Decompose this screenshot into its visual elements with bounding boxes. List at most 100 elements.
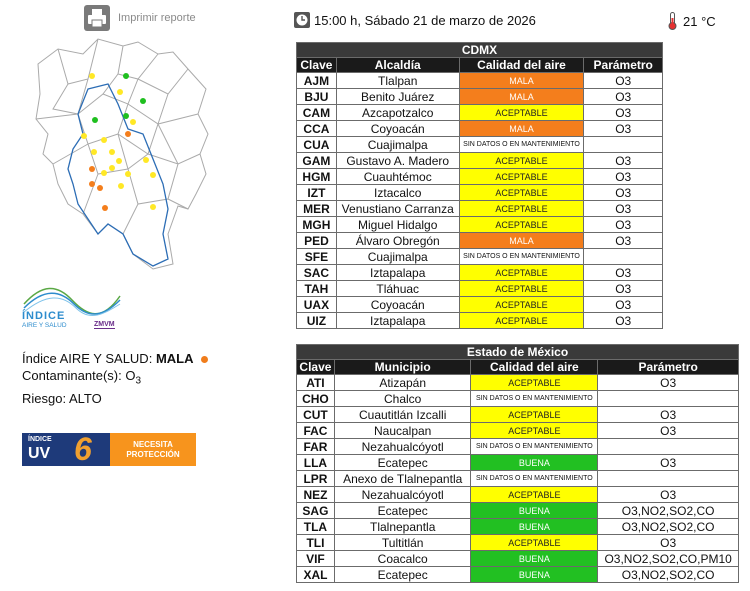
- column-header-calidad: Calidad del aire: [458, 57, 585, 73]
- table-row: TLI Tultitlán ACEPTABLE O3: [296, 534, 739, 551]
- station-location: Coacalco: [333, 550, 472, 567]
- pollutant-parameter: O3: [583, 72, 663, 89]
- column-header-clave: Clave: [296, 57, 337, 73]
- station-marker: [118, 183, 124, 189]
- air-quality-badge: ACEPTABLE: [458, 200, 585, 217]
- station-marker: [116, 158, 122, 164]
- pollutant-parameter: [597, 438, 739, 455]
- station-marker: [125, 131, 131, 137]
- pollutant-parameter: [583, 248, 663, 265]
- table-row: CAM Azcapotzalco ACEPTABLE O3: [296, 104, 663, 121]
- air-quality-badge: MALA: [458, 72, 585, 89]
- station-code: LLA: [296, 454, 335, 471]
- pollutant-parameter: O3: [597, 486, 739, 503]
- index-line: Índice AIRE Y SALUD: MALA: [22, 350, 209, 367]
- station-code: MGH: [296, 216, 337, 233]
- station-code: CAM: [296, 104, 337, 121]
- logo-brand: ZMVM: [94, 321, 115, 329]
- air-quality-badge: BUENA: [470, 454, 599, 471]
- station-code: ATI: [296, 374, 335, 391]
- station-location: Tláhuac: [335, 280, 460, 297]
- table-row: MGH Miguel Hidalgo ACEPTABLE O3: [296, 216, 663, 233]
- pollutant-parameter: O3: [583, 312, 663, 329]
- monitoring-stations-map[interactable]: [28, 34, 213, 274]
- table-row: LPR Anexo de Tlalnepantla SIN DATOS O EN M…: [296, 470, 739, 487]
- index-value: MALA: [155, 351, 194, 366]
- station-location: Iztapalapa: [335, 312, 460, 329]
- station-location: Ecatepec: [333, 454, 472, 471]
- station-code: NEZ: [296, 486, 335, 503]
- table-row: UAX Coyoacán ACEPTABLE O3: [296, 296, 663, 313]
- air-quality-badge: ACEPTABLE: [458, 296, 585, 313]
- air-quality-badge: SIN DATOS O EN MANTENIMIENTO: [458, 136, 585, 153]
- pollutant-parameter: O3: [583, 184, 663, 201]
- index-status-dot: [201, 356, 209, 364]
- cdmx-table-title: CDMX: [296, 42, 663, 58]
- uv-message-line2: PROTECCIÓN: [126, 449, 180, 459]
- pollutant-parameter: O3: [583, 104, 663, 121]
- station-location: Iztapalapa: [335, 264, 460, 281]
- pollutant-parameter: O3: [583, 120, 663, 137]
- pollutant-parameter: O3: [583, 88, 663, 105]
- station-location: Benito Juárez: [335, 88, 460, 105]
- table-row: TLA Tlalnepantla BUENA O3,NO2,SO2,CO: [296, 518, 739, 535]
- air-quality-badge: MALA: [458, 88, 585, 105]
- station-marker: [140, 98, 146, 104]
- station-marker: [109, 165, 115, 171]
- station-code: SFE: [296, 248, 337, 265]
- station-location: Tultitlán: [333, 534, 472, 551]
- cdmx-boundary: [67, 83, 169, 267]
- air-quality-badge: BUENA: [470, 502, 599, 519]
- column-header-municipio: Municipio: [333, 359, 472, 375]
- station-code: XAL: [296, 566, 335, 583]
- air-quality-badge: ACEPTABLE: [470, 422, 599, 439]
- station-code: MER: [296, 200, 337, 217]
- station-location: Azcapotzalco: [335, 104, 460, 121]
- air-quality-badge: ACEPTABLE: [458, 280, 585, 297]
- table-row: BJU Benito Juárez MALA O3: [296, 88, 663, 105]
- station-code: CUT: [296, 406, 335, 423]
- air-quality-badge: MALA: [458, 232, 585, 249]
- clock-icon: [294, 12, 310, 28]
- table-row: PED Álvaro Obregón MALA O3: [296, 232, 663, 249]
- table-row: CUT Cuautitlán Izcalli ACEPTABLE O3: [296, 406, 739, 423]
- station-marker: [130, 119, 136, 125]
- temperature-text: 21 °C: [683, 13, 716, 29]
- station-marker: [92, 117, 98, 123]
- index-label: Índice AIRE Y SALUD:: [22, 351, 153, 366]
- air-quality-badge: ACEPTABLE: [458, 312, 585, 329]
- pollutant-parameter: O3: [583, 264, 663, 281]
- air-quality-badge: SIN DATOS O EN MANTENIMIENTO: [470, 438, 599, 455]
- station-location: Cuajimalpa: [335, 248, 460, 265]
- pollutant-parameter: O3,NO2,SO2,CO: [597, 566, 739, 583]
- logo-title: ÍNDICE: [22, 310, 66, 322]
- pollutant-main: O: [125, 368, 136, 383]
- table-row: TAH Tláhuac ACEPTABLE O3: [296, 280, 663, 297]
- air-quality-summary: Índice AIRE Y SALUD: MALA Contaminante(s…: [22, 350, 209, 407]
- pollutant-parameter: O3: [597, 406, 739, 423]
- station-marker: [101, 170, 107, 176]
- station-code: GAM: [296, 152, 337, 169]
- station-code: AJM: [296, 72, 337, 89]
- air-quality-badge: ACEPTABLE: [470, 374, 599, 391]
- pollutant-parameter: [597, 470, 739, 487]
- print-report-button[interactable]: Imprimir reporte: [84, 5, 196, 31]
- uv-label: UV: [28, 445, 51, 462]
- station-code: VIF: [296, 550, 335, 567]
- printer-icon: [84, 5, 110, 31]
- uv-value: 6: [74, 431, 92, 467]
- pollutant-parameter: O3,NO2,SO2,CO,PM10: [597, 550, 739, 567]
- pollutant-parameter: O3: [583, 296, 663, 313]
- air-quality-badge: SIN DATOS O EN MANTENIMIENTO: [470, 470, 599, 487]
- risk-label: Riesgo:: [22, 390, 67, 406]
- air-quality-badge: BUENA: [470, 550, 599, 567]
- station-code: CUA: [296, 136, 337, 153]
- pollutant-parameter: O3: [597, 422, 739, 439]
- table-row: SFE Cuajimalpa SIN DATOS O EN MANTENIMIENT…: [296, 248, 663, 265]
- station-location: Atizapán: [333, 374, 472, 391]
- pollutant-parameter: O3,NO2,SO2,CO: [597, 502, 739, 519]
- column-header-parametro: Parámetro: [597, 359, 739, 375]
- air-quality-badge: ACEPTABLE: [458, 168, 585, 185]
- thermometer-icon: [668, 12, 677, 30]
- pollutant-parameter: O3: [583, 280, 663, 297]
